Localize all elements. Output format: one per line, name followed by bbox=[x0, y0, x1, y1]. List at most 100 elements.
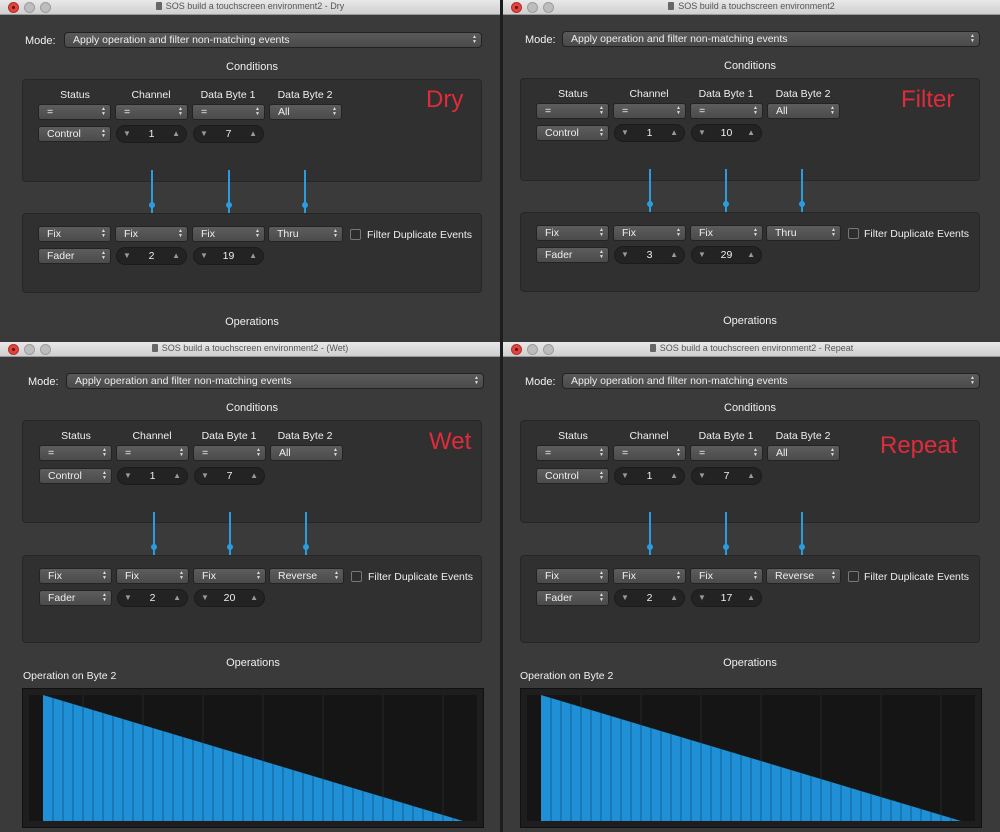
stepper-up-icon[interactable]: ▲ bbox=[173, 471, 181, 480]
byte1-operation-select[interactable]: Fix ▲ ▼ bbox=[690, 568, 763, 584]
channel-new-stepper[interactable]: ▼ 2 ▲ bbox=[614, 589, 685, 607]
stepper-up-icon[interactable]: ▲ bbox=[670, 250, 678, 259]
stepper-up-icon[interactable]: ▲ bbox=[249, 251, 257, 260]
stepper-down-icon[interactable]: ▼ bbox=[621, 250, 629, 259]
minimize-icon[interactable] bbox=[24, 2, 35, 13]
byte2-condition-select[interactable]: All ▲ ▼ bbox=[767, 103, 840, 119]
channel-operation-select[interactable]: Fix ▲ ▼ bbox=[115, 226, 188, 242]
byte2-operation-select[interactable]: Reverse ▲ ▼ bbox=[766, 568, 841, 584]
channel-condition-select[interactable]: = ▲ ▼ bbox=[115, 104, 188, 120]
stepper-up-icon[interactable]: ▲ bbox=[747, 471, 755, 480]
stepper-up-icon[interactable]: ▲ bbox=[250, 471, 258, 480]
stepper-down-icon[interactable]: ▼ bbox=[201, 471, 209, 480]
byte1-stepper[interactable]: ▼ 7 ▲ bbox=[193, 125, 264, 143]
byte1-new-stepper[interactable]: ▼ 17 ▲ bbox=[691, 589, 762, 607]
close-icon[interactable] bbox=[8, 344, 19, 355]
status-operation-select[interactable]: Fix ▲ ▼ bbox=[536, 225, 609, 241]
byte1-stepper[interactable]: ▼ 10 ▲ bbox=[691, 124, 762, 142]
channel-stepper[interactable]: ▼ 1 ▲ bbox=[614, 467, 685, 485]
byte1-operation-select[interactable]: Fix ▲ ▼ bbox=[193, 568, 266, 584]
zoom-icon[interactable] bbox=[543, 2, 554, 13]
stepper-down-icon[interactable]: ▼ bbox=[200, 251, 208, 260]
byte1-new-stepper[interactable]: ▼ 20 ▲ bbox=[194, 589, 265, 607]
close-icon[interactable] bbox=[8, 2, 19, 13]
stepper-up-icon[interactable]: ▲ bbox=[173, 593, 181, 602]
stepper-up-icon[interactable]: ▲ bbox=[670, 128, 678, 137]
byte2-operation-select[interactable]: Thru ▲ ▼ bbox=[268, 226, 343, 242]
status-value-select[interactable]: Control ▲ ▼ bbox=[536, 468, 609, 484]
stepper-down-icon[interactable]: ▼ bbox=[698, 593, 706, 602]
status-condition-select[interactable]: = ▲ ▼ bbox=[39, 445, 112, 461]
stepper-down-icon[interactable]: ▼ bbox=[698, 471, 706, 480]
zoom-icon[interactable] bbox=[543, 344, 554, 355]
minimize-icon[interactable] bbox=[527, 2, 538, 13]
channel-stepper[interactable]: ▼ 1 ▲ bbox=[116, 125, 187, 143]
zoom-icon[interactable] bbox=[40, 2, 51, 13]
byte1-operation-select[interactable]: Fix ▲ ▼ bbox=[192, 226, 265, 242]
mode-select[interactable]: Apply operation and filter non-matching … bbox=[64, 32, 482, 48]
stepper-up-icon[interactable]: ▲ bbox=[172, 251, 180, 260]
stepper-up-icon[interactable]: ▲ bbox=[249, 129, 257, 138]
status-value-select[interactable]: Control ▲ ▼ bbox=[39, 468, 112, 484]
channel-operation-select[interactable]: Fix ▲ ▼ bbox=[116, 568, 189, 584]
byte2-operation-select[interactable]: Reverse ▲ ▼ bbox=[269, 568, 344, 584]
channel-stepper[interactable]: ▼ 1 ▲ bbox=[117, 467, 188, 485]
channel-new-stepper[interactable]: ▼ 3 ▲ bbox=[614, 246, 685, 264]
zoom-icon[interactable] bbox=[40, 344, 51, 355]
channel-operation-select[interactable]: Fix ▲ ▼ bbox=[613, 568, 686, 584]
byte1-condition-select[interactable]: = ▲ ▼ bbox=[193, 445, 266, 461]
stepper-down-icon[interactable]: ▼ bbox=[698, 128, 706, 137]
channel-new-stepper[interactable]: ▼ 2 ▲ bbox=[117, 589, 188, 607]
channel-condition-select[interactable]: = ▲ ▼ bbox=[613, 445, 686, 461]
status-condition-select[interactable]: = ▲ ▼ bbox=[536, 445, 609, 461]
filter-duplicates-checkbox[interactable] bbox=[350, 229, 361, 240]
minimize-icon[interactable] bbox=[527, 344, 538, 355]
byte2-operation-select[interactable]: Thru ▲ ▼ bbox=[766, 225, 841, 241]
channel-condition-select[interactable]: = ▲ ▼ bbox=[116, 445, 189, 461]
mode-select[interactable]: Apply operation and filter non-matching … bbox=[562, 31, 980, 47]
channel-condition-select[interactable]: = ▲ ▼ bbox=[613, 103, 686, 119]
stepper-up-icon[interactable]: ▲ bbox=[172, 129, 180, 138]
byte2-operation-graph[interactable] bbox=[520, 688, 982, 828]
status-new-value-select[interactable]: Fader ▲ ▼ bbox=[39, 590, 112, 606]
mode-select[interactable]: Apply operation and filter non-matching … bbox=[66, 373, 484, 389]
byte2-condition-select[interactable]: All ▲ ▼ bbox=[270, 445, 343, 461]
stepper-down-icon[interactable]: ▼ bbox=[201, 593, 209, 602]
byte2-operation-graph[interactable] bbox=[22, 688, 484, 828]
byte1-new-stepper[interactable]: ▼ 19 ▲ bbox=[193, 247, 264, 265]
stepper-down-icon[interactable]: ▼ bbox=[124, 593, 132, 602]
titlebar[interactable]: SOS build a touchscreen environment2 - D… bbox=[0, 0, 500, 15]
byte2-condition-select[interactable]: All ▲ ▼ bbox=[269, 104, 342, 120]
stepper-down-icon[interactable]: ▼ bbox=[200, 129, 208, 138]
close-icon[interactable] bbox=[511, 344, 522, 355]
filter-duplicates-checkbox[interactable] bbox=[351, 571, 362, 582]
stepper-up-icon[interactable]: ▲ bbox=[670, 593, 678, 602]
byte1-new-stepper[interactable]: ▼ 29 ▲ bbox=[691, 246, 762, 264]
filter-duplicates-checkbox[interactable] bbox=[848, 228, 859, 239]
byte1-operation-select[interactable]: Fix ▲ ▼ bbox=[690, 225, 763, 241]
stepper-down-icon[interactable]: ▼ bbox=[123, 251, 131, 260]
stepper-down-icon[interactable]: ▼ bbox=[621, 128, 629, 137]
titlebar[interactable]: SOS build a touchscreen environment2 - R… bbox=[503, 342, 1000, 357]
status-new-value-select[interactable]: Fader ▲ ▼ bbox=[536, 590, 609, 606]
close-icon[interactable] bbox=[511, 2, 522, 13]
stepper-up-icon[interactable]: ▲ bbox=[670, 471, 678, 480]
filter-duplicates-checkbox[interactable] bbox=[848, 571, 859, 582]
stepper-down-icon[interactable]: ▼ bbox=[621, 593, 629, 602]
status-operation-select[interactable]: Fix ▲ ▼ bbox=[39, 568, 112, 584]
titlebar[interactable]: SOS build a touchscreen environment2 - (… bbox=[0, 342, 500, 357]
stepper-up-icon[interactable]: ▲ bbox=[747, 250, 755, 259]
stepper-up-icon[interactable]: ▲ bbox=[747, 128, 755, 137]
channel-new-stepper[interactable]: ▼ 2 ▲ bbox=[116, 247, 187, 265]
byte2-condition-select[interactable]: All ▲ ▼ bbox=[767, 445, 840, 461]
stepper-down-icon[interactable]: ▼ bbox=[124, 471, 132, 480]
byte1-condition-select[interactable]: = ▲ ▼ bbox=[690, 103, 763, 119]
byte1-stepper[interactable]: ▼ 7 ▲ bbox=[194, 467, 265, 485]
status-value-select[interactable]: Control ▲ ▼ bbox=[536, 125, 609, 141]
status-operation-select[interactable]: Fix ▲ ▼ bbox=[536, 568, 609, 584]
stepper-up-icon[interactable]: ▲ bbox=[747, 593, 755, 602]
status-condition-select[interactable]: = ▲ ▼ bbox=[536, 103, 609, 119]
status-new-value-select[interactable]: Fader ▲ ▼ bbox=[38, 248, 111, 264]
status-new-value-select[interactable]: Fader ▲ ▼ bbox=[536, 247, 609, 263]
status-condition-select[interactable]: = ▲ ▼ bbox=[38, 104, 111, 120]
